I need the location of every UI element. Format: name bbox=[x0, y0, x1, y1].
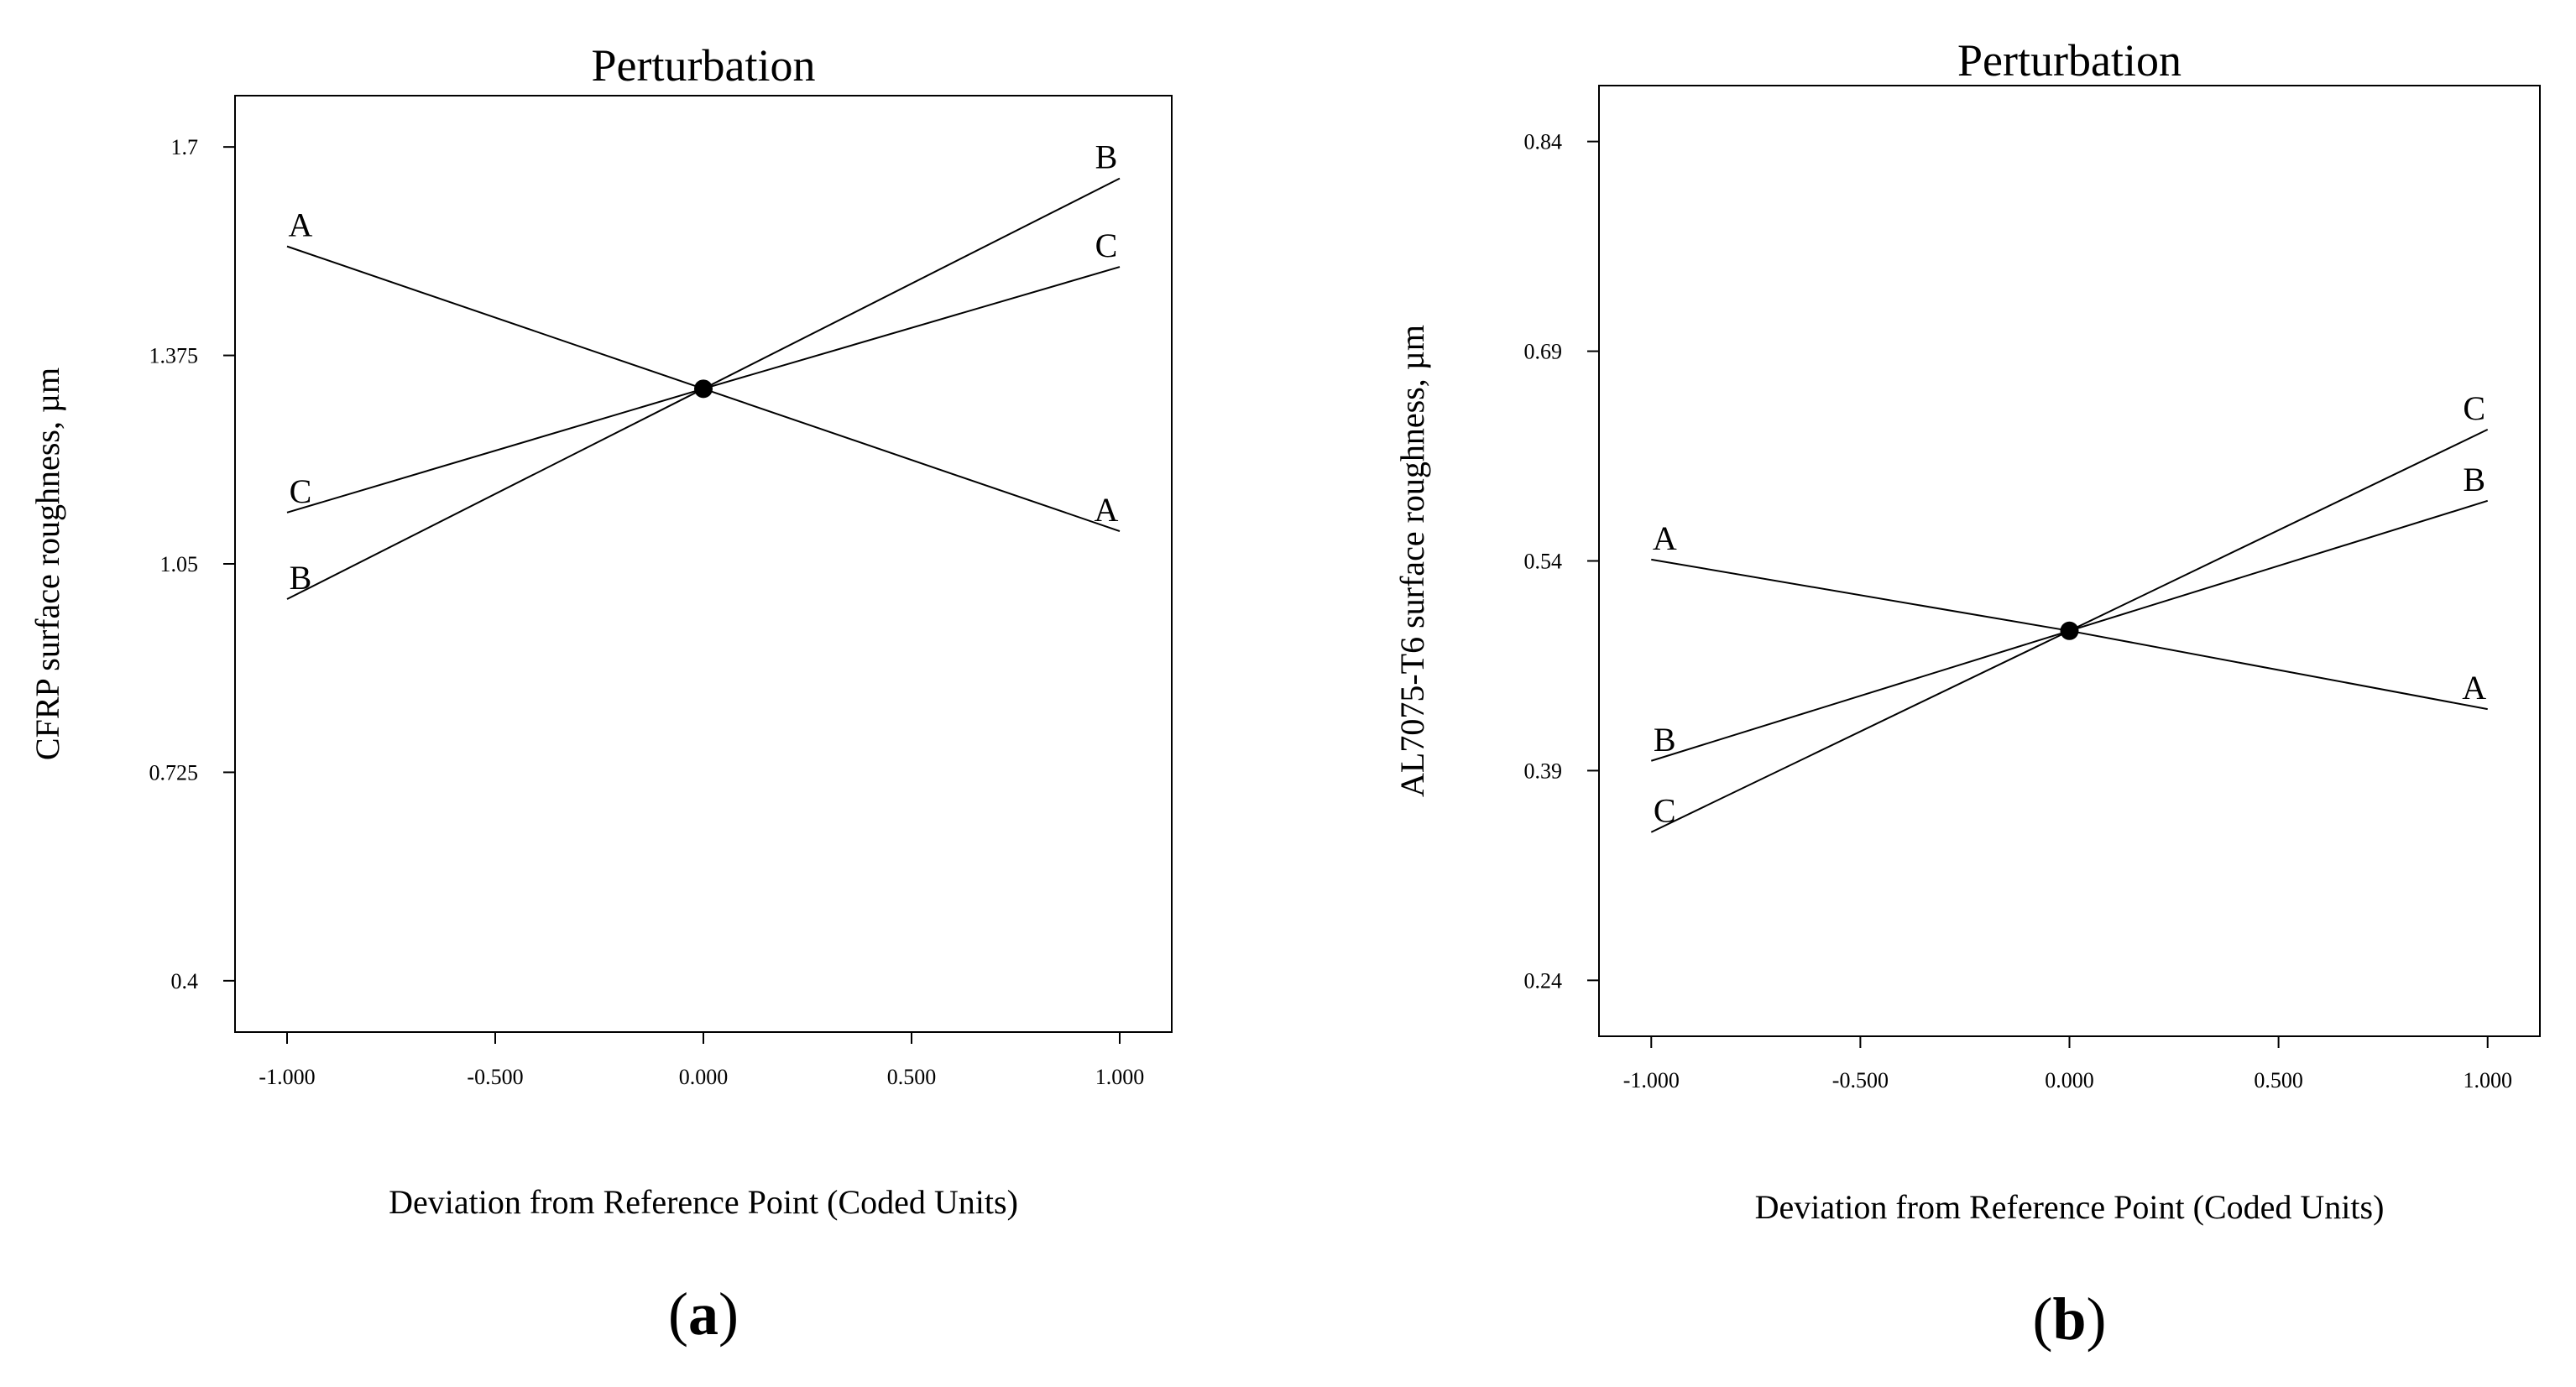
chart-a-y-tick-label: 0.725 bbox=[149, 760, 199, 785]
chart-a-y-tick-label: 1.375 bbox=[149, 344, 199, 368]
chart-b-x-tick-label: 0.000 bbox=[2045, 1068, 2094, 1092]
chart-b-reference-point-marker bbox=[2060, 621, 2079, 640]
chart-a-series-B-label-right: B bbox=[1095, 138, 1118, 176]
chart-a-series-A-label-left: A bbox=[289, 206, 313, 244]
chart-a-y-tick-label: 1.7 bbox=[171, 135, 199, 159]
chart-a-x-tick-label: -0.500 bbox=[467, 1065, 523, 1089]
chart-a-x-tick-label: 1.000 bbox=[1095, 1065, 1145, 1089]
chart-b-series-B-label-left: B bbox=[1654, 721, 1676, 759]
chart-a-series-C-label-right: C bbox=[1095, 227, 1118, 264]
chart-b-y-tick-label: 0.84 bbox=[1524, 130, 1563, 154]
chart-a-y-tick-label: 1.05 bbox=[160, 552, 199, 576]
chart-a-plot-frame bbox=[234, 95, 1173, 1033]
chart-b-y-tick-label: 0.24 bbox=[1524, 968, 1563, 993]
chart-a-series-C-label-left: C bbox=[290, 472, 312, 510]
chart-a-y-tick-label: 0.4 bbox=[171, 969, 199, 993]
chart-a-reference-point-marker bbox=[694, 379, 713, 399]
chart-a-title: Perturbation bbox=[592, 40, 816, 91]
chart-b-y-axis-label: AL7075-T6 surface roughness, µm bbox=[1393, 325, 1431, 797]
chart-b-series-B-label-right: B bbox=[2463, 461, 2485, 498]
chart-b-x-axis-label: Deviation from Reference Point (Coded Un… bbox=[1755, 1188, 2385, 1226]
chart-a-x-tick-label: -1.000 bbox=[259, 1065, 315, 1089]
chart-b-panel-label: (b) bbox=[2032, 1285, 2106, 1353]
chart-b-y-tick-label: 0.39 bbox=[1524, 759, 1563, 783]
chart-b-series-C-label-right: C bbox=[2463, 389, 2485, 427]
chart-b-x-tick-label: -1.000 bbox=[1623, 1068, 1680, 1092]
chart-b-title: Perturbation bbox=[1957, 35, 2182, 86]
chart-b-x-tick-label: -0.500 bbox=[1832, 1068, 1889, 1092]
chart-b-x-tick-label: 1.000 bbox=[2463, 1068, 2512, 1092]
chart-a-x-tick-label: 0.500 bbox=[887, 1065, 937, 1089]
chart-a-series-A-label-right: A bbox=[1095, 491, 1119, 529]
chart-b-series-A-label-left: A bbox=[1653, 519, 1677, 557]
chart-b-y-tick-label: 0.54 bbox=[1524, 550, 1563, 574]
chart-b-x-tick-label: 0.500 bbox=[2254, 1068, 2303, 1092]
chart-a-panel-label: (a) bbox=[668, 1280, 739, 1348]
chart-a-series-B-label-left: B bbox=[290, 559, 312, 597]
chart-b-panel: Perturbation -1.000 -0.500 0.000 0.500 1.000 0… bbox=[1393, 35, 2541, 1353]
chart-b-series-A-label-right: A bbox=[2462, 669, 2486, 707]
chart-b-plot-frame bbox=[1598, 85, 2541, 1037]
chart-a-x-axis-label: Deviation from Reference Point (Coded Un… bbox=[389, 1183, 1018, 1221]
chart-b-panel-letter: b bbox=[2052, 1285, 2086, 1353]
chart-a-y-axis-label: CFRP surface roughness, µm bbox=[29, 368, 66, 760]
chart-b-series-C-label-left: C bbox=[1654, 792, 1676, 830]
chart-a-panel-letter: a bbox=[688, 1280, 718, 1348]
chart-a-x-tick-label: 0.000 bbox=[679, 1065, 729, 1089]
chart-b-y-tick-label: 0.69 bbox=[1524, 340, 1563, 364]
chart-a-panel: Perturbation -1.000 -0.500 0.000 0.500 1.000 0… bbox=[29, 40, 1173, 1348]
